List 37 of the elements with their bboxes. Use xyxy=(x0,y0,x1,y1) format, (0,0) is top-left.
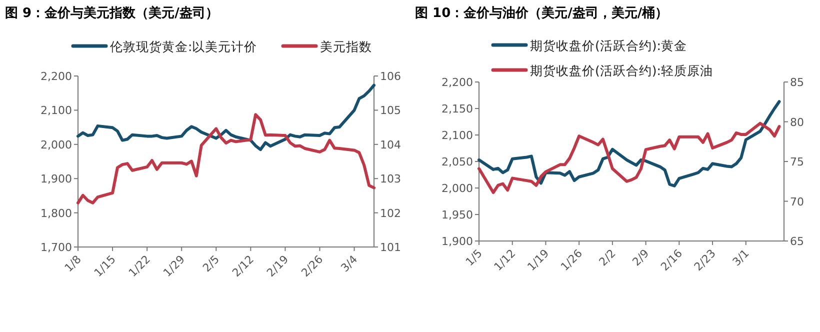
chart-title: 图 10：金价与油价（美元/盎司，美元/桶） xyxy=(415,5,668,21)
legend-label: 伦敦现货黄金:以美元计价 xyxy=(110,39,258,54)
x-tick-label: 2/9 xyxy=(630,246,652,269)
y-tick-label: 1,700 xyxy=(40,241,72,254)
y2-tick-label: 75 xyxy=(790,156,804,168)
y2-tick-label: 101 xyxy=(380,241,401,254)
x-tick-label: 1/5 xyxy=(463,246,485,269)
y-tick-label: 2,050 xyxy=(442,156,473,168)
legend-label: 期货收盘价(活跃合约):黄金 xyxy=(530,38,687,53)
y2-tick-label: 103 xyxy=(380,172,401,186)
y2-tick-label: 102 xyxy=(380,206,401,220)
y-tick-label: 2,200 xyxy=(40,70,72,83)
x-tick-label: 2/2 xyxy=(596,246,618,269)
y-tick-label: 2,000 xyxy=(442,182,473,195)
x-tick-label: 2/5 xyxy=(200,252,222,275)
y2-tick-label: 104 xyxy=(380,138,401,152)
y-tick-label: 2,100 xyxy=(40,104,72,118)
y2-tick-label: 80 xyxy=(790,116,804,129)
y2-tick-label: 70 xyxy=(790,195,804,208)
y-tick-label: 2,100 xyxy=(442,129,473,142)
x-tick-label: 3/4 xyxy=(338,252,360,275)
y2-tick-label: 105 xyxy=(380,104,401,118)
chart-title: 图 9：金价与美元指数（美元/盎司） xyxy=(5,5,218,21)
y2-tick-label: 85 xyxy=(790,76,804,89)
y-tick-label: 2,200 xyxy=(442,76,473,89)
y2-tick-label: 106 xyxy=(380,70,401,83)
y-tick-label: 1,900 xyxy=(442,235,473,248)
y2-tick-label: 65 xyxy=(790,235,804,248)
y-tick-label: 2,150 xyxy=(442,102,473,116)
legend-label: 期货收盘价(活跃合约):轻质原油 xyxy=(530,63,713,78)
x-tick-label: 1/8 xyxy=(62,252,84,275)
legend-label: 美元指数 xyxy=(320,39,372,54)
y-tick-label: 1,900 xyxy=(40,172,72,186)
y-tick-label: 1,800 xyxy=(40,206,72,220)
y-tick-label: 2,000 xyxy=(40,138,72,152)
y-tick-label: 1,950 xyxy=(442,208,473,222)
x-tick-label: 3/1 xyxy=(730,246,752,269)
